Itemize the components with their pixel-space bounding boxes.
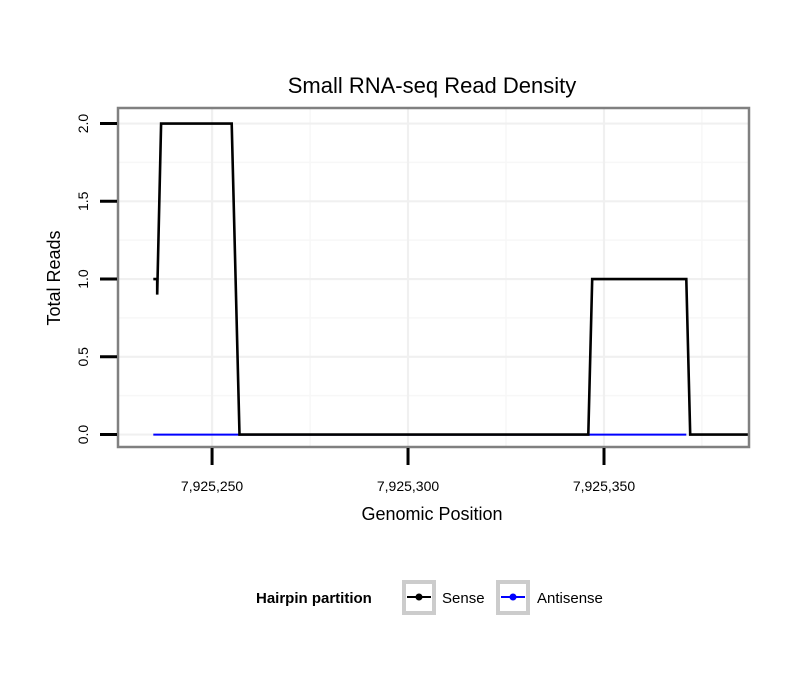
legend: Hairpin partition Sense Antisense [256, 580, 603, 615]
y-tick-label: 1.5 [75, 191, 91, 211]
series-line-sense [153, 122, 748, 436]
x-tick-label: 7,925,300 [377, 478, 439, 494]
y-tick-label: 0.5 [75, 347, 91, 367]
legend-point-sense [415, 593, 423, 601]
y-tick-label: 1.0 [75, 269, 91, 289]
axis-ticks: 7,925,250 7,925,300 7,925,350 0.0 0.5 1.0 1.5 2… [75, 114, 635, 494]
legend-item-antisense: Antisense [496, 580, 603, 615]
x-tick-label: 7,925,250 [181, 478, 243, 494]
x-tick-label: 7,925,350 [573, 478, 635, 494]
y-tick-label: 0.0 [75, 425, 91, 445]
legend-title: Hairpin partition [256, 590, 372, 607]
legend-label-sense: Sense [442, 590, 485, 607]
legend-item-sense: Sense [402, 580, 485, 615]
chart-title: Small RNA-seq Read Density [288, 73, 577, 98]
legend-point-antisense [509, 593, 517, 601]
x-axis-title: Genomic Position [361, 504, 502, 524]
legend-label-antisense: Antisense [537, 590, 603, 607]
plot-panel-border [116, 106, 751, 449]
plot-area [153, 122, 748, 436]
y-tick-label: 2.0 [75, 114, 91, 134]
y-axis-title: Total Reads [44, 230, 64, 325]
grid [118, 108, 749, 447]
